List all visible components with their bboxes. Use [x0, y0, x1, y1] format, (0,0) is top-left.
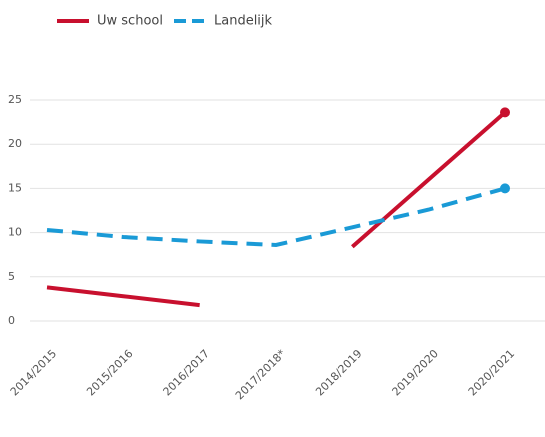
x-tick-label: 2020/2021: [466, 347, 517, 398]
x-tick-label: 2018/2019: [313, 347, 364, 398]
x-tick-label: 2017/2018*: [233, 347, 289, 403]
legend-label: Uw school: [97, 14, 163, 29]
y-tick-label: 25: [8, 93, 22, 106]
end-marker: [500, 107, 510, 118]
y-tick-label: 0: [8, 314, 15, 327]
series-line: [46, 186, 506, 247]
y-tick-label: 5: [8, 270, 15, 283]
y-tick-label: 15: [8, 181, 22, 194]
y-tick-label: 20: [8, 137, 22, 150]
x-tick-label: 2019/2020: [390, 347, 441, 398]
legend-label: Landelijk: [214, 14, 273, 29]
x-tick-label: 2015/2016: [84, 347, 135, 398]
end-marker: [500, 183, 510, 194]
x-tick-label: 2014/2015: [8, 347, 59, 398]
x-tick-label: 2016/2017: [161, 347, 212, 398]
y-tick-label: 10: [8, 226, 22, 239]
series-line: [46, 110, 507, 308]
